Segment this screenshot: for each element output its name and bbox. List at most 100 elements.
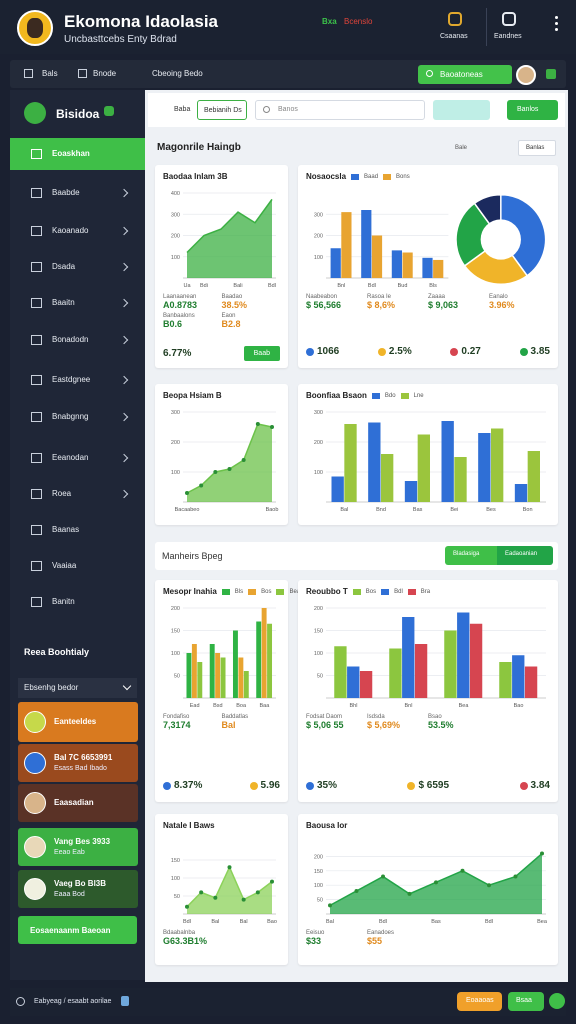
search-box[interactable] [255, 100, 425, 120]
nav-link[interactable]: Bals [42, 69, 58, 78]
search-icon [426, 70, 433, 77]
feed-icon [24, 711, 46, 733]
menu-item[interactable]: Bonadodn [52, 335, 89, 344]
feed-title[interactable]: Vang Bes 3933 [54, 837, 111, 846]
action-label[interactable]: Eandnes [494, 33, 522, 40]
x-tick-label: Bacaabeo [175, 507, 200, 513]
menu-label[interactable]: Eoaskhan [52, 149, 90, 158]
menu-icon [31, 226, 42, 236]
stat-label: Naabeabon [306, 294, 338, 300]
section-title: Magonrile Haingb [157, 142, 241, 153]
menu-item[interactable]: Baanas [52, 525, 80, 534]
legend-label: Bls [234, 588, 244, 595]
search-label[interactable]: Baoatoneas [440, 70, 483, 79]
feed-subtitle[interactable]: Eeao Eab [54, 849, 85, 856]
chart-area: 100 200 300 400 Ua Bdi Bali Bdl [163, 187, 280, 292]
search-icon [263, 106, 270, 113]
action-label[interactable]: Csaanas [440, 33, 468, 40]
point [328, 903, 332, 908]
point [270, 879, 274, 884]
section-button[interactable]: Banlas [518, 140, 556, 156]
menu-item[interactable]: Eeanodan [52, 453, 89, 462]
kpi: 0.27 [450, 346, 481, 357]
feed-title[interactable]: Bal 7C 6653991 [54, 753, 113, 762]
bar [469, 623, 483, 698]
footer-button[interactable]: Bsaa [508, 992, 544, 1011]
nav-link[interactable]: Cbeoing Bedo [152, 69, 203, 78]
stat: Eeisuo $33 [306, 930, 367, 946]
action-icon[interactable] [448, 12, 462, 26]
menu-dot[interactable] [555, 22, 558, 25]
bar [186, 653, 192, 698]
footer-button[interactable]: Eoaaoas [457, 992, 502, 1011]
point [487, 883, 491, 888]
stat-label: Fodsat Daom [306, 714, 343, 720]
menu-item[interactable]: Banitn [52, 597, 75, 606]
search-placeholder[interactable]: Banos [278, 106, 298, 113]
button-label[interactable]: Eosaenaanm Baeoan [30, 926, 111, 935]
menu-item[interactable]: Kaoanado [52, 226, 89, 235]
menu-item[interactable]: Bnabgnng [52, 412, 89, 421]
menu-item[interactable]: Roea [52, 489, 72, 498]
footer-icon[interactable] [549, 993, 565, 1009]
area-fill [187, 867, 272, 914]
bar [514, 484, 528, 502]
stat-label: Zaaaa [428, 294, 446, 300]
menu-item[interactable]: Dsada [52, 262, 76, 271]
button-label[interactable]: Bsaa [516, 997, 532, 1004]
nav-icon [546, 69, 556, 79]
menu-dot[interactable] [555, 28, 558, 31]
section-button[interactable]: Eadaoanian [497, 546, 553, 565]
x-tick-label: Bon [523, 507, 533, 513]
bar [209, 644, 215, 698]
section-link[interactable]: Bale [455, 145, 468, 151]
stat-label: Rasoa Ie [367, 294, 392, 300]
feed-title[interactable]: Eanteeldes [54, 717, 97, 726]
bar [417, 434, 430, 502]
y-tick-label: 150 [314, 869, 323, 875]
feed-title[interactable]: Eaasadian [54, 798, 94, 807]
menu-item[interactable]: Eastdgnee [52, 375, 91, 384]
card-button[interactable]: Baab [243, 346, 280, 361]
filter-button[interactable] [433, 100, 490, 120]
nav-link[interactable]: Bnode [93, 69, 117, 78]
feed-title[interactable]: Vaeg Bo Bl3B [54, 879, 107, 888]
menu-item[interactable]: Baaitn [52, 298, 75, 307]
bar [422, 257, 433, 278]
kpi-icon [306, 781, 314, 790]
section-button[interactable]: Bladasiga [445, 546, 497, 565]
dropdown[interactable] [18, 678, 137, 698]
nav-icon [78, 69, 87, 78]
section-link[interactable]: Banlas [526, 145, 545, 151]
tab-label[interactable]: Bebianih Ds [204, 107, 242, 114]
menu-item[interactable]: Vaaiaa [52, 561, 77, 570]
menu-dot[interactable] [555, 16, 558, 19]
button-label[interactable]: Eoaaoas [466, 997, 494, 1004]
menu-active[interactable] [10, 138, 145, 170]
dropdown-label[interactable]: Ebsenhg bedor [24, 683, 79, 692]
kpi: 5.96 [249, 780, 280, 791]
kpi-value: $ 6595 [418, 780, 450, 791]
bar [334, 646, 347, 698]
menu-item[interactable]: Baabde [52, 188, 80, 197]
feed-subtitle[interactable]: Esass Bad Ibado [54, 765, 107, 772]
feed-subtitle[interactable]: Eaaa Bod [54, 891, 85, 898]
legend-label: Bra [420, 588, 431, 595]
button-label[interactable]: Baab [253, 350, 270, 357]
primary-button[interactable]: Banlos [507, 100, 558, 120]
legend-swatch [400, 392, 409, 399]
stat: Eanalo 3.96% [489, 294, 550, 310]
y-tick-label: 200 [314, 606, 323, 612]
user-avatar[interactable] [516, 65, 536, 85]
button-label[interactable]: Banlos [517, 106, 539, 113]
button-label[interactable]: Bladasiga [453, 551, 480, 557]
tab[interactable]: Bebianih Ds [197, 100, 247, 120]
sidebar-button[interactable]: Eosaenaanm Baeoan [18, 916, 137, 944]
point [227, 467, 232, 471]
menu-icon [31, 525, 42, 535]
brand-logo [24, 102, 46, 124]
search-button[interactable]: Baoatoneas [418, 65, 512, 84]
toolbar-label[interactable]: Baba [174, 106, 191, 113]
action-icon[interactable] [502, 12, 516, 26]
button-label[interactable]: Eadaoanian [505, 551, 538, 557]
